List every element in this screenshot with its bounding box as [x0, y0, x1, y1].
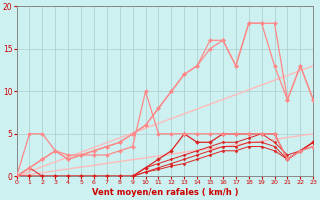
X-axis label: Vent moyen/en rafales ( km/h ): Vent moyen/en rafales ( km/h ) [92, 188, 238, 197]
